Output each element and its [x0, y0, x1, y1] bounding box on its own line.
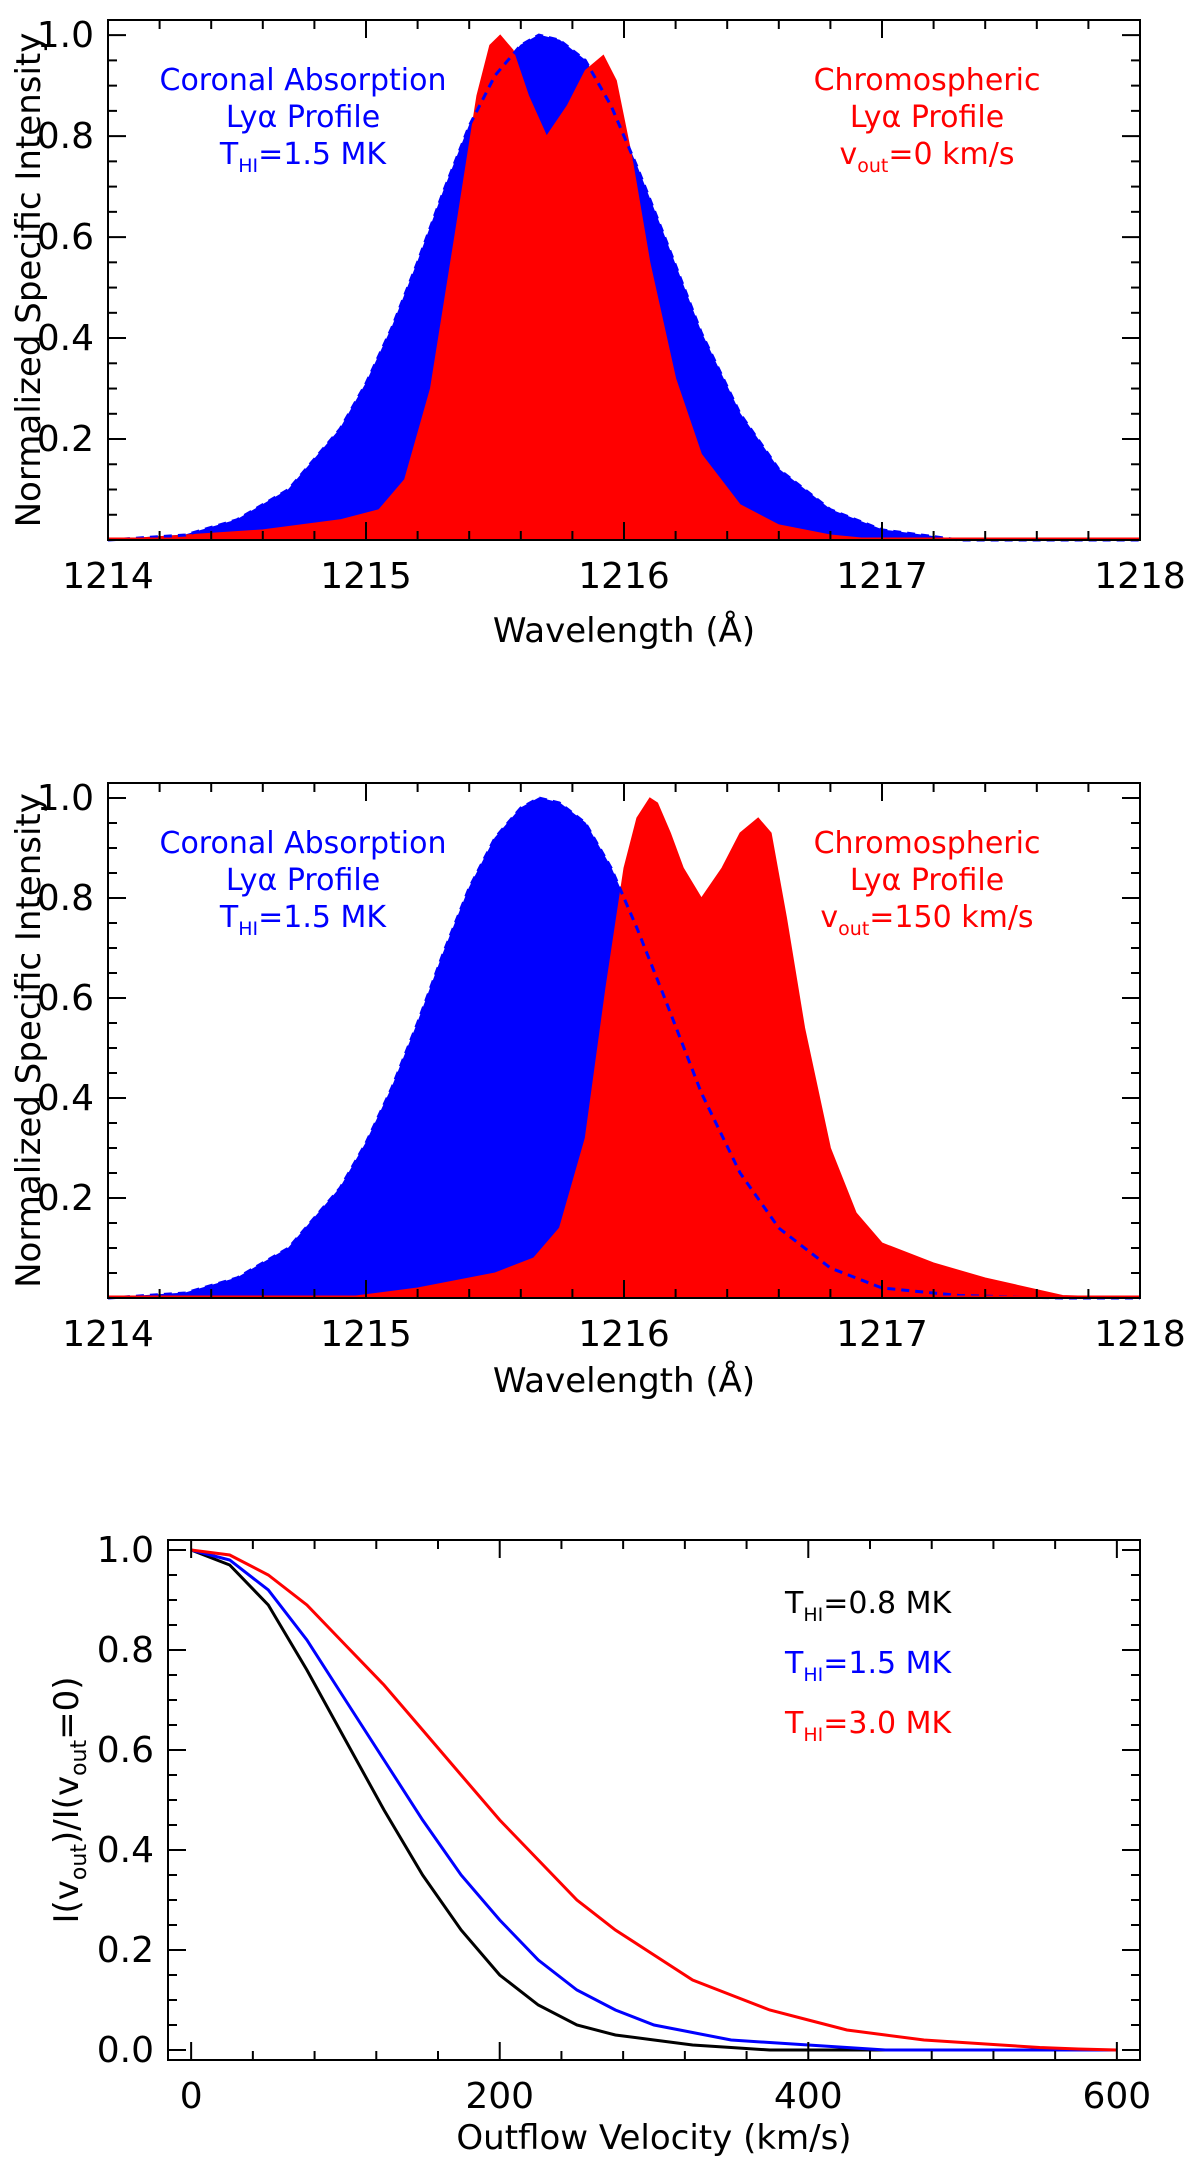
annotation-line3: THI=1.5 MK [219, 137, 387, 177]
series-line-3 [190, 1548, 1117, 2052]
x-tick-label: 1217 [836, 556, 928, 597]
chromospheric-profile-area [108, 797, 1141, 1299]
x-tick-label: 400 [774, 2076, 843, 2117]
annotation-line3: THI=1.5 MK [219, 900, 387, 940]
y-tick-label: 0.6 [97, 1730, 154, 1771]
series-line-2 [190, 1548, 1117, 2052]
x-tick-label: 0 [180, 2076, 203, 2117]
chart-panel-3: 0 200 400 600 0.0 0.2 0.4 0.6 0.8 1.0 Outflow Velo… [47, 1530, 1151, 2158]
x-tick-label: 1214 [62, 556, 154, 597]
y-tick-label: 0.2 [97, 1930, 154, 1971]
x-tick-label: 1218 [1094, 556, 1186, 597]
y-tick-label: 0.4 [37, 318, 94, 359]
y-tick-label: 1.0 [97, 1530, 154, 1571]
y-tick-label: 0.8 [37, 878, 94, 919]
y-tick-label: 0.6 [37, 217, 94, 258]
x-tick-label: 1216 [578, 556, 670, 597]
coronal-profile-dashed-line [107, 33, 1140, 542]
chromospheric-profile-area [107, 34, 1140, 541]
y-tick-label: 1.0 [37, 15, 94, 56]
x-tick-label: 1214 [62, 1314, 154, 1355]
chart-panel-1: 1214 1215 1216 1217 1218 0.2 0.4 0.6 0.8 1.0 Wavel… [9, 15, 1186, 651]
y-tick-label: 0.2 [37, 419, 94, 460]
y-tick-label: 0.8 [97, 1630, 154, 1671]
annotation-line1: Chromospheric [814, 826, 1041, 861]
y-axis-label: I(vout)/I(vout=0) [47, 1676, 92, 1923]
annotation-line2: Lyα Profile [226, 100, 380, 135]
x-tick-label: 1217 [836, 1314, 928, 1355]
y-tick-label: 1.0 [37, 778, 94, 819]
y-tick-label: 0.0 [97, 2030, 154, 2071]
y-tick-label: 0.2 [37, 1178, 94, 1219]
y-tick-label: 0.8 [37, 116, 94, 157]
annotation-line3: vout=150 km/s [820, 900, 1033, 940]
annotation-line2: Lyα Profile [226, 863, 380, 898]
series-line-1 [190, 1548, 1117, 2052]
annotation-line2: Lyα Profile [850, 100, 1004, 135]
chart-panel-2: 1214 1215 1216 1217 1218 0.2 0.4 0.6 0.8 1.0 Wavel… [9, 778, 1186, 1401]
x-tick-label: 1215 [320, 556, 412, 597]
annotation-line3: vout=0 km/s [840, 137, 1015, 177]
annotation-line1: Coronal Absorption [160, 63, 447, 98]
x-axis-label: Outflow Velocity (km/s) [456, 2118, 851, 2158]
y-tick-label: 0.4 [37, 1078, 94, 1119]
x-tick-label: 1218 [1094, 1314, 1186, 1355]
x-axis-label: Wavelength (Å) [493, 1360, 755, 1401]
annotation-line2: Lyα Profile [850, 863, 1004, 898]
y-axis-label: Normalized Specific Intensity [9, 793, 49, 1288]
plot-frame [167, 1539, 1141, 2061]
x-axis-label: Wavelength (Å) [493, 610, 755, 651]
y-tick-label: 0.6 [37, 978, 94, 1019]
x-tick-label: 1215 [320, 1314, 412, 1355]
x-tick-label: 200 [465, 2076, 534, 2117]
y-tick-label: 0.4 [97, 1830, 154, 1871]
legend-entry-1: THI=0.8 MK [784, 1586, 952, 1626]
legend-entry-2: THI=1.5 MK [784, 1646, 952, 1686]
x-tick-label: 600 [1082, 2076, 1151, 2117]
legend-entry-3: THI=3.0 MK [784, 1706, 952, 1746]
y-axis-label: Normalized Specific Intensity [9, 33, 49, 528]
annotation-line1: Chromospheric [814, 63, 1041, 98]
annotation-line1: Coronal Absorption [160, 826, 447, 861]
x-tick-label: 1216 [578, 1314, 670, 1355]
